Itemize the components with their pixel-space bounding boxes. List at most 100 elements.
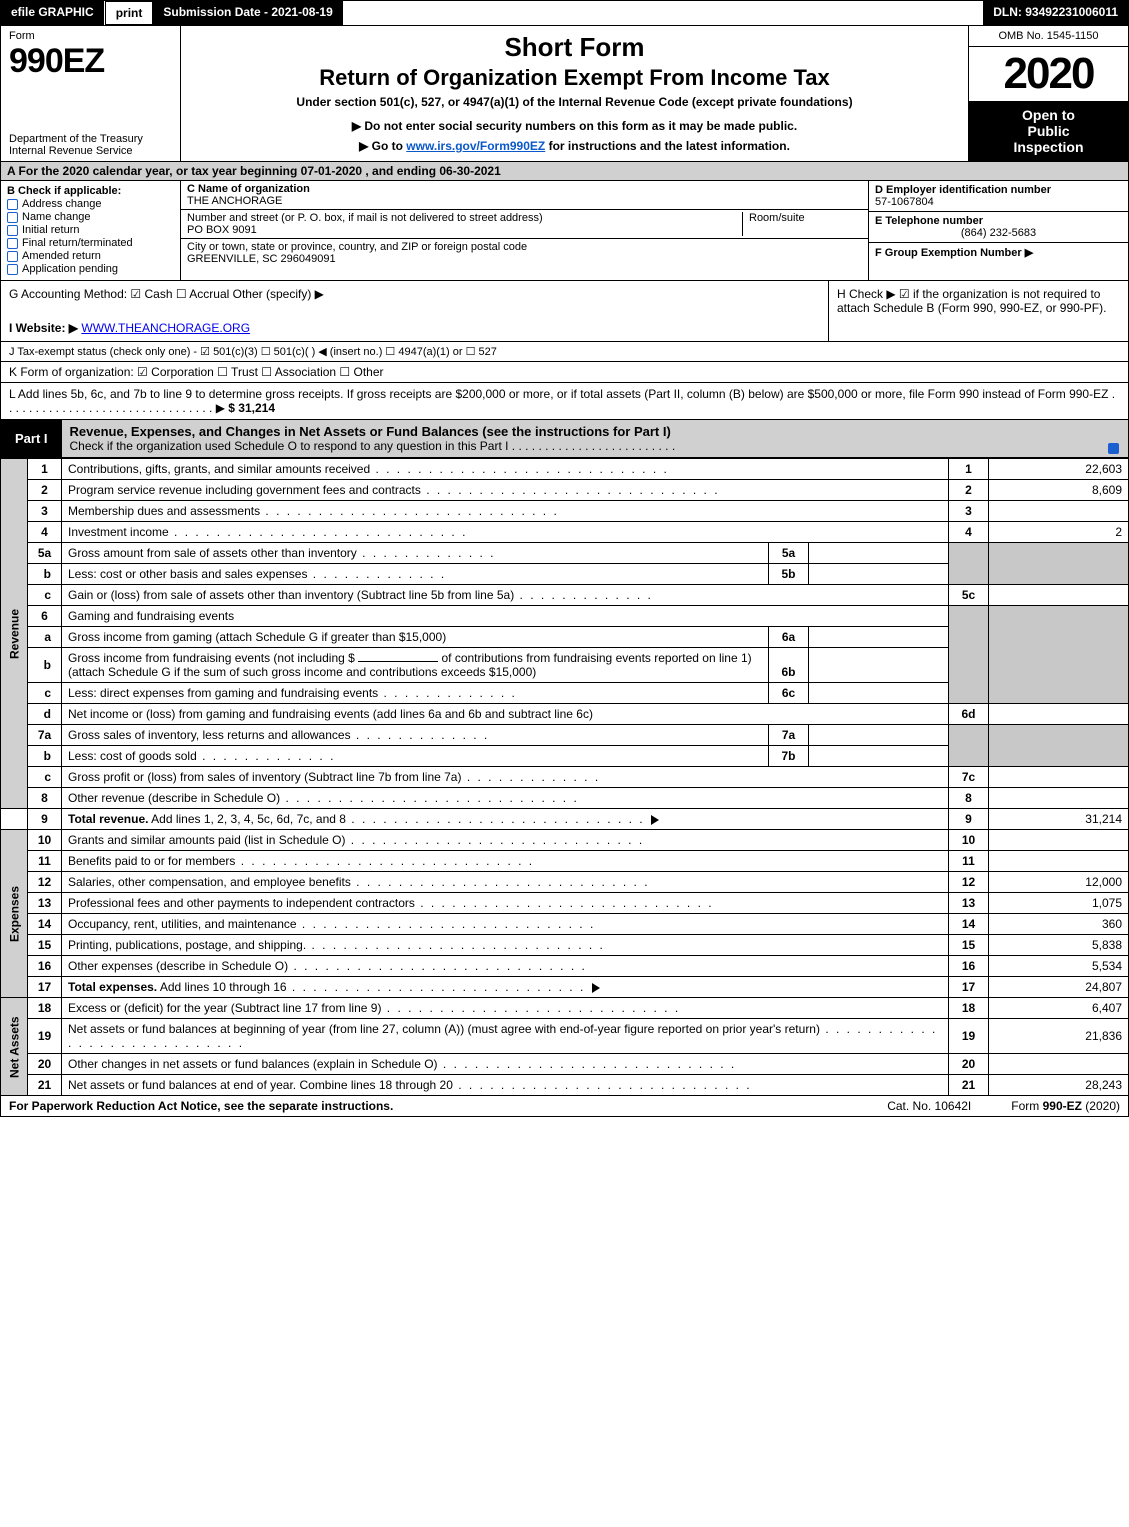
- expenses-side-label: Expenses: [1, 830, 28, 998]
- form-header: Form 990EZ Department of the Treasury In…: [0, 26, 1129, 162]
- efile-graphic-button[interactable]: efile GRAPHIC: [1, 1, 105, 25]
- print-button[interactable]: print: [105, 1, 154, 25]
- addr-label: Number and street (or P. O. box, if mail…: [187, 212, 543, 224]
- line-17-val: 24,807: [989, 977, 1129, 998]
- line-14-num: 14: [28, 914, 62, 935]
- line-13-rnum: 13: [949, 893, 989, 914]
- form-word: Form: [9, 30, 172, 42]
- line-20-desc: Other changes in net assets or fund bala…: [62, 1054, 949, 1075]
- room-suite: Room/suite: [742, 212, 862, 236]
- line-7c-val: [989, 767, 1129, 788]
- line-3-val: [989, 501, 1129, 522]
- line-5a-num: 5a: [28, 543, 62, 564]
- line-10-desc: Grants and similar amounts paid (list in…: [62, 830, 949, 851]
- line-3-rnum: 3: [949, 501, 989, 522]
- line-19-rnum: 19: [949, 1019, 989, 1054]
- group-exemption-label: F Group Exemption Number ▶: [875, 246, 1122, 259]
- city-label: City or town, state or province, country…: [187, 241, 862, 253]
- line-6a-inum: 6a: [769, 627, 809, 648]
- line-5a-ival: [809, 543, 949, 564]
- under-section-text: Under section 501(c), 527, or 4947(a)(1)…: [191, 95, 958, 109]
- topbar: efile GRAPHIC print Submission Date - 20…: [0, 0, 1129, 26]
- paperwork-notice: For Paperwork Reduction Act Notice, see …: [9, 1099, 887, 1113]
- department-label: Department of the Treasury Internal Reve…: [9, 133, 172, 157]
- line-6d-desc: Net income or (loss) from gaming and fun…: [62, 704, 949, 725]
- line-5c-num: c: [28, 585, 62, 606]
- line-7b-ival: [809, 746, 949, 767]
- line-18-rnum: 18: [949, 998, 989, 1019]
- line-2-num: 2: [28, 480, 62, 501]
- line-7ab-grey: [949, 725, 989, 767]
- line-5b-inum: 5b: [769, 564, 809, 585]
- line-10-val: [989, 830, 1129, 851]
- line-5b-ival: [809, 564, 949, 585]
- line-1-rnum: 1: [949, 459, 989, 480]
- k-form-of-organization: K Form of organization: ☑ Corporation ☐ …: [0, 362, 1129, 383]
- line-18-desc: Excess or (deficit) for the year (Subtra…: [62, 998, 949, 1019]
- line-5b-desc: Less: cost or other basis and sales expe…: [62, 564, 769, 585]
- line-9-rnum: 9: [949, 809, 989, 830]
- g-accounting-method: G Accounting Method: ☑ Cash ☐ Accrual Ot…: [9, 287, 820, 301]
- netassets-side-label: Net Assets: [1, 998, 28, 1096]
- line-6a-num: a: [28, 627, 62, 648]
- line-7b-inum: 7b: [769, 746, 809, 767]
- part-1-header: Part I Revenue, Expenses, and Changes in…: [0, 420, 1129, 458]
- section-def: D Employer identification number 57-1067…: [868, 181, 1128, 280]
- i-website-label: I Website: ▶: [9, 321, 78, 335]
- line-12-desc: Salaries, other compensation, and employ…: [62, 872, 949, 893]
- line-2-val: 8,609: [989, 480, 1129, 501]
- cb-amended-return[interactable]: Amended return: [7, 250, 174, 262]
- line-2-rnum: 2: [949, 480, 989, 501]
- line-14-val: 360: [989, 914, 1129, 935]
- line-16-rnum: 16: [949, 956, 989, 977]
- section-b: B Check if applicable: Address change Na…: [1, 181, 181, 280]
- line-6b-ival: [809, 648, 949, 683]
- line-7a-num: 7a: [28, 725, 62, 746]
- irs-link[interactable]: www.irs.gov/Form990EZ: [406, 139, 545, 153]
- cb-initial-return[interactable]: Initial return: [7, 224, 174, 236]
- line-17-rnum: 17: [949, 977, 989, 998]
- line-1-val: 22,603: [989, 459, 1129, 480]
- line-6c-inum: 6c: [769, 683, 809, 704]
- line-6c-ival: [809, 683, 949, 704]
- h-schedule-b: H Check ▶ ☑ if the organization is not r…: [828, 281, 1128, 341]
- line-14-desc: Occupancy, rent, utilities, and maintena…: [62, 914, 949, 935]
- topbar-spacer: [344, 1, 983, 25]
- revenue-side-label: Revenue: [1, 459, 28, 809]
- line-7a-ival: [809, 725, 949, 746]
- line-15-val: 5,838: [989, 935, 1129, 956]
- line-9-desc: Total revenue. Add lines 1, 2, 3, 4, 5c,…: [62, 809, 949, 830]
- line-6-desc: Gaming and fundraising events: [62, 606, 949, 627]
- section-c: C Name of organization THE ANCHORAGE Num…: [181, 181, 868, 280]
- part-1-schedule-o-check[interactable]: [1098, 420, 1128, 457]
- page-footer: For Paperwork Reduction Act Notice, see …: [0, 1096, 1129, 1117]
- line-15-desc: Printing, publications, postage, and shi…: [62, 935, 949, 956]
- line-4-num: 4: [28, 522, 62, 543]
- addr-value: PO BOX 9091: [187, 224, 257, 236]
- line-5b-num: b: [28, 564, 62, 585]
- line-12-val: 12,000: [989, 872, 1129, 893]
- line-19-desc: Net assets or fund balances at beginning…: [62, 1019, 949, 1054]
- cb-name-change[interactable]: Name change: [7, 211, 174, 223]
- line-21-rnum: 21: [949, 1075, 989, 1096]
- triangle-icon: [592, 983, 600, 993]
- cb-application-pending[interactable]: Application pending: [7, 263, 174, 275]
- cb-final-return[interactable]: Final return/terminated: [7, 237, 174, 249]
- line-5ab-greyval: [989, 543, 1129, 585]
- phone-label: E Telephone number: [875, 215, 1122, 227]
- line-13-val: 1,075: [989, 893, 1129, 914]
- tax-period-row: A For the 2020 calendar year, or tax yea…: [0, 162, 1129, 181]
- line-5c-rnum: 5c: [949, 585, 989, 606]
- line-1-desc: Contributions, gifts, grants, and simila…: [62, 459, 949, 480]
- line-6-num: 6: [28, 606, 62, 627]
- form-number: 990EZ: [9, 42, 172, 81]
- line-16-num: 16: [28, 956, 62, 977]
- public-inspection-badge: Open to Public Inspection: [969, 101, 1128, 161]
- line-6a-ival: [809, 627, 949, 648]
- website-link[interactable]: WWW.THEANCHORAGE.ORG: [81, 321, 250, 335]
- line-6b-inum: 6b: [769, 648, 809, 683]
- line-5a-inum: 5a: [769, 543, 809, 564]
- cb-address-change[interactable]: Address change: [7, 198, 174, 210]
- line-11-desc: Benefits paid to or for members: [62, 851, 949, 872]
- line-10-rnum: 10: [949, 830, 989, 851]
